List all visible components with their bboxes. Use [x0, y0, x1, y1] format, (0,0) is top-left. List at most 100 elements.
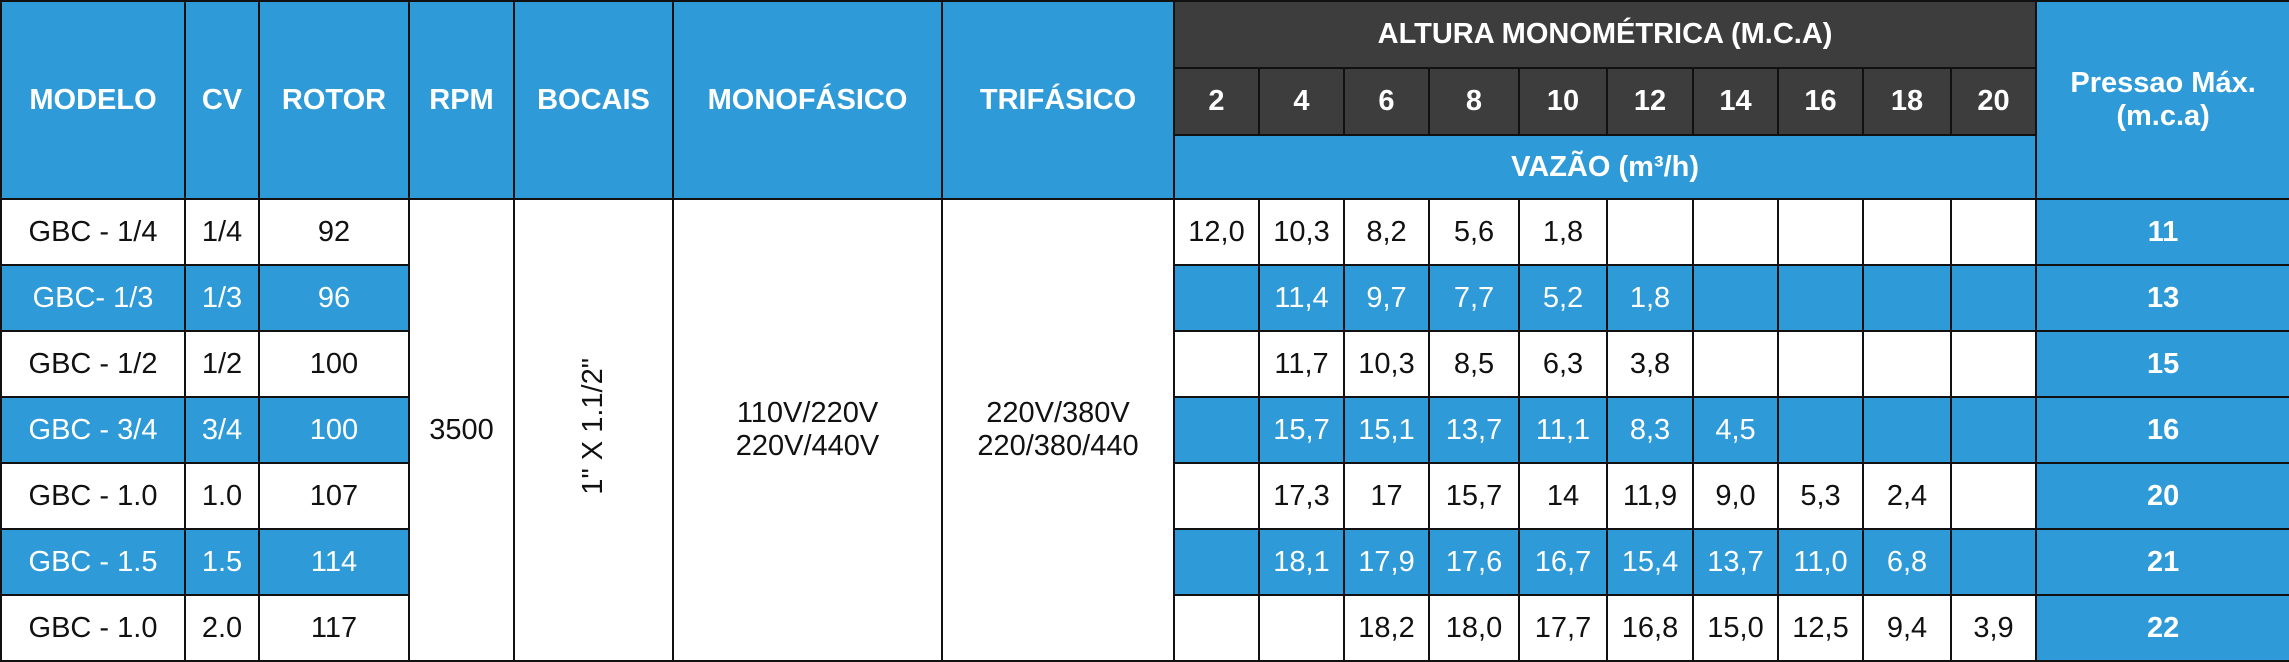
flow-cell: 10,3 — [1343, 330, 1430, 398]
flow-cell: 15,0 — [1692, 594, 1779, 662]
cell-text: 11,0 — [1793, 545, 1848, 578]
rotor-cell: 100 — [258, 396, 410, 464]
flow-cell: 18,0 — [1428, 594, 1520, 662]
header-height: 20 — [1949, 67, 2038, 136]
cell-text: 16,7 — [1534, 545, 1592, 578]
cell-text: ALTURA MONOMÉTRICA (M.C.A) — [1377, 18, 1833, 50]
flow-cell: 5,6 — [1428, 198, 1520, 266]
flow-cell: 9,7 — [1343, 264, 1430, 332]
cell-text: GBC - 1.0 — [28, 479, 158, 512]
cell-text: 9,7 — [1366, 281, 1407, 314]
cell-text: 4 — [1293, 85, 1310, 117]
cell-text: MODELO — [29, 83, 157, 116]
cell-text: 96 — [317, 281, 351, 314]
modelo-cell: GBC - 3/4 — [0, 396, 186, 464]
cell-text: 1.5 — [201, 545, 243, 578]
flow-cell: 17,3 — [1258, 462, 1345, 530]
flow-cell: 16,8 — [1606, 594, 1694, 662]
flow-cell: 1,8 — [1518, 198, 1608, 266]
rotor-cell: 96 — [258, 264, 410, 332]
flow-cell: 17,6 — [1428, 528, 1520, 596]
flow-cell: 3,9 — [1949, 594, 2038, 662]
pressao-cell: 20 — [2035, 462, 2289, 530]
cell-text: ROTOR — [281, 83, 387, 116]
cell-text: 8,5 — [1453, 347, 1495, 380]
flow-cell — [1173, 528, 1260, 596]
pressao-cell: 21 — [2035, 528, 2289, 596]
flow-cell: 13,7 — [1428, 396, 1520, 464]
header-height: 2 — [1173, 67, 1260, 136]
table-row: GBC - 1/4 1/4 92 3500 1" X 1.1/2" 110V/220V 22… — [0, 198, 2289, 662]
flow-cell — [1862, 198, 1952, 266]
header-height: 4 — [1258, 67, 1345, 136]
flow-cell — [1173, 264, 1260, 332]
trifasico-cell: 220V/380V 220/380/440 — [941, 198, 1175, 662]
flow-cell — [1173, 330, 1260, 398]
cell-text: 3/4 — [201, 413, 243, 446]
flow-cell: 15,7 — [1428, 462, 1520, 530]
cell-text: 13 — [2146, 281, 2180, 314]
cell-text: RPM — [429, 83, 494, 116]
cell-text: (m.c.a) — [2116, 100, 2210, 132]
header-cv: CV — [184, 0, 260, 200]
flow-cell: 4,5 — [1692, 396, 1779, 464]
cell-text: 16 — [1804, 85, 1837, 117]
modelo-cell: GBC - 1/4 — [0, 198, 186, 266]
cell-text: 12,5 — [1792, 611, 1849, 644]
cell-text: 15,0 — [1707, 611, 1764, 644]
cell-text: 1,8 — [1629, 281, 1671, 314]
cell-text: 17,9 — [1358, 545, 1415, 578]
cell-text: GBC - 1/4 — [28, 215, 158, 248]
flow-cell: 3,8 — [1606, 330, 1694, 398]
cell-text: 6,3 — [1542, 347, 1584, 380]
cell-text: 16 — [2146, 413, 2180, 446]
cell-text: TRIFÁSICO — [979, 83, 1137, 116]
header-height: 18 — [1862, 67, 1952, 136]
cell-text: 107 — [309, 479, 359, 512]
cell-text: 13,7 — [1707, 545, 1764, 578]
cell-text: 18 — [1890, 85, 1924, 117]
cell-text: 5,3 — [1800, 479, 1841, 512]
cell-text: 3500 — [429, 413, 494, 446]
flow-cell: 8,3 — [1606, 396, 1694, 464]
header-altura: ALTURA MONOMÉTRICA (M.C.A) — [1172, 0, 2038, 69]
cell-text: 18,0 — [1445, 611, 1503, 644]
cell-text: 2,4 — [1886, 479, 1928, 512]
flow-cell — [1949, 198, 2038, 266]
cv-cell: 1/2 — [184, 330, 260, 398]
flow-cell — [1949, 528, 2038, 596]
cell-text: 15,7 — [1273, 413, 1330, 446]
cell-text: 110V/220V — [736, 397, 879, 429]
cell-text: 15,4 — [1621, 545, 1679, 578]
cell-text: 100 — [309, 347, 359, 380]
cell-text: 12,0 — [1188, 215, 1245, 248]
cell-text: 15 — [2146, 347, 2180, 380]
cell-text: 7,7 — [1453, 281, 1495, 314]
cell-text: 9,0 — [1715, 479, 1756, 512]
flow-cell — [1862, 396, 1952, 464]
pressao-cell: 15 — [2035, 330, 2289, 398]
cell-text: VAZÃO (m³/h) — [1511, 150, 1699, 183]
modelo-cell: GBC - 1.0 — [0, 594, 186, 662]
pressao-cell: 16 — [2035, 396, 2289, 464]
cv-cell: 2.0 — [184, 594, 260, 662]
header-rpm: RPM — [408, 0, 515, 200]
flow-cell: 5,2 — [1518, 264, 1608, 332]
flow-cell: 15,7 — [1258, 396, 1345, 464]
table-row: GBC - 1.5 1.5 114 18,1 17,9 17,6 16,7 15,4 13,7 1… — [0, 528, 2289, 596]
rotor-cell: 107 — [258, 462, 410, 530]
cell-text: 5,6 — [1453, 215, 1495, 248]
flow-cell: 16,7 — [1518, 528, 1608, 596]
rotor-cell: 92 — [258, 198, 410, 266]
flow-cell: 11,9 — [1606, 462, 1694, 530]
flow-cell — [1692, 264, 1779, 332]
cell-text: GBC - 1.0 — [28, 611, 158, 644]
cell-text: 16,8 — [1621, 611, 1679, 644]
flow-cell — [1692, 198, 1779, 266]
cell-text: 11 — [2147, 215, 2179, 248]
modelo-cell: GBC - 1/2 — [0, 330, 186, 398]
flow-cell: 6,8 — [1862, 528, 1952, 596]
flow-cell: 17,9 — [1343, 528, 1430, 596]
cv-cell: 1.0 — [184, 462, 260, 530]
